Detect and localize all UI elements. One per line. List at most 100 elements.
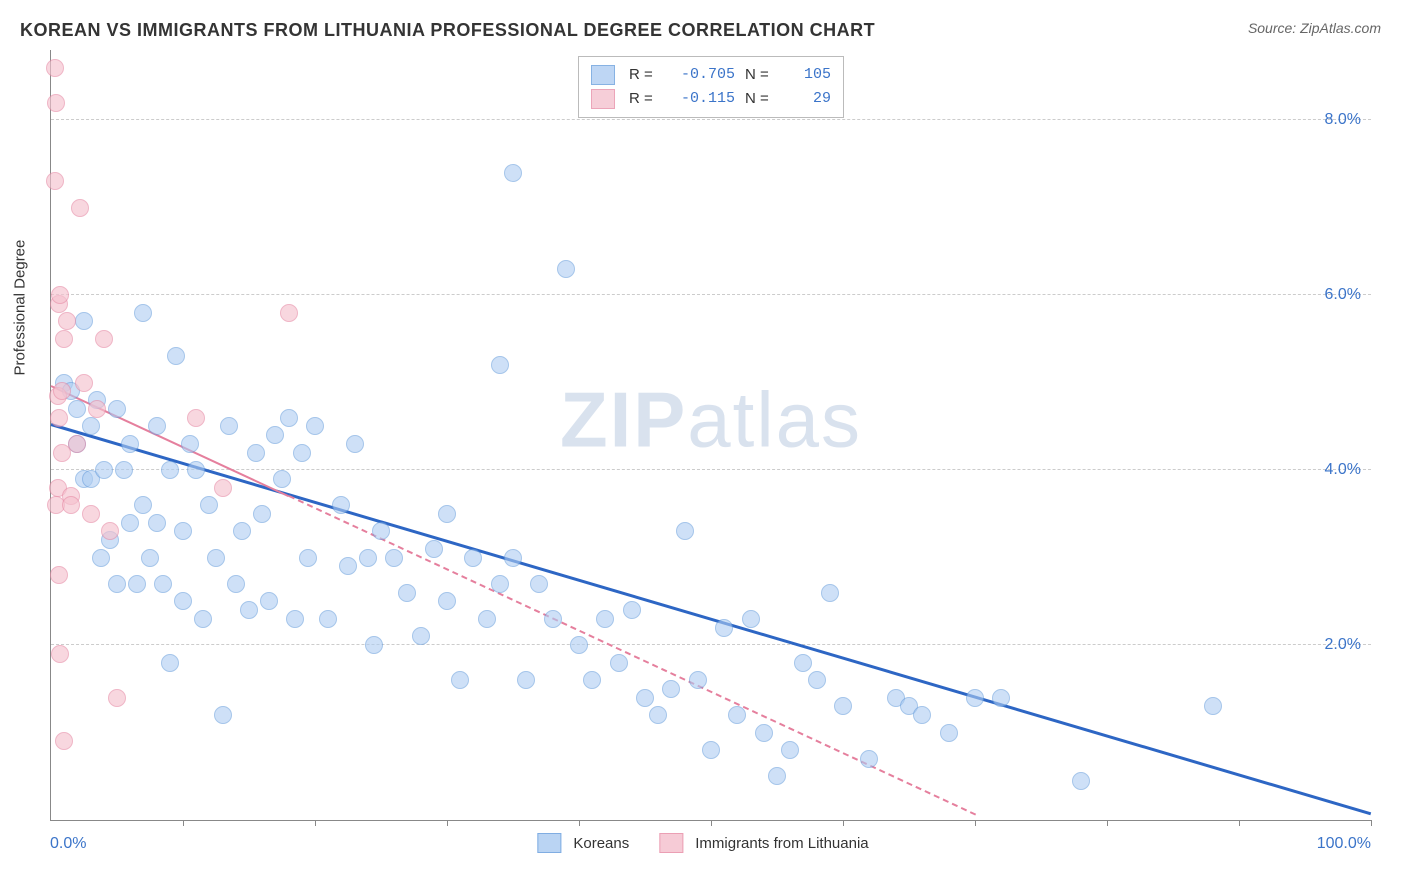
data-point [55,732,73,750]
x-tick [711,820,712,826]
data-point [438,592,456,610]
data-point [623,601,641,619]
n-label: N = [745,63,781,87]
legend-correlation-row: R =-0.115N =29 [591,87,831,111]
watermark-bold: ZIP [560,375,687,463]
gridline [51,469,1371,470]
data-point [253,505,271,523]
data-point [273,470,291,488]
data-point [68,435,86,453]
source-name: ZipAtlas.com [1300,20,1381,36]
legend-series-item: Koreans [537,833,629,853]
data-point [372,522,390,540]
legend-swatch [537,833,561,853]
data-point [247,444,265,462]
data-point [46,59,64,77]
data-point [365,636,383,654]
data-point [51,645,69,663]
data-point [557,260,575,278]
data-point [71,199,89,217]
data-point [834,697,852,715]
x-tick [1371,820,1372,826]
data-point [332,496,350,514]
data-point [82,505,100,523]
data-point [504,549,522,567]
data-point [260,592,278,610]
legend-series-label: Koreans [573,835,629,852]
data-point [134,304,152,322]
data-point [412,627,430,645]
data-point [51,286,69,304]
data-point [68,400,86,418]
x-tick [447,820,448,826]
data-point [860,750,878,768]
data-point [940,724,958,742]
n-label: N = [745,87,781,111]
gridline [51,294,1371,295]
x-tick [1239,820,1240,826]
data-point [280,304,298,322]
x-tick [975,820,976,826]
data-point [755,724,773,742]
data-point [154,575,172,593]
data-point [425,540,443,558]
data-point [966,689,984,707]
legend-swatch [591,89,615,109]
correlation-legend: R =-0.705N =105R =-0.115N =29 [578,56,844,118]
y-axis-label: Professional Degree [12,240,29,376]
data-point [50,566,68,584]
data-point [715,619,733,637]
data-point [794,654,812,672]
data-point [187,461,205,479]
y-tick-label: 8.0% [1325,111,1361,129]
data-point [504,164,522,182]
data-point [610,654,628,672]
data-point [544,610,562,628]
data-point [82,417,100,435]
data-point [50,409,68,427]
data-point [781,741,799,759]
data-point [121,435,139,453]
data-point [161,461,179,479]
data-point [181,435,199,453]
data-point [676,522,694,540]
chart-title: KOREAN VS IMMIGRANTS FROM LITHUANIA PROF… [20,20,875,41]
data-point [689,671,707,689]
data-point [821,584,839,602]
data-point [478,610,496,628]
legend-swatch [591,65,615,85]
chart-plot-area: ZIPatlas R =-0.705N =105R =-0.115N =29 2… [50,50,1371,821]
data-point [517,671,535,689]
gridline [51,644,1371,645]
data-point [214,479,232,497]
data-point [148,514,166,532]
data-point [702,741,720,759]
data-point [55,330,73,348]
data-point [141,549,159,567]
data-point [108,400,126,418]
data-point [280,409,298,427]
legend-series-label: Immigrants from Lithuania [695,835,868,852]
data-point [438,505,456,523]
data-point [75,374,93,392]
series-legend: Koreans Immigrants from Lithuania [537,833,868,853]
data-point [649,706,667,724]
n-value: 29 [791,87,831,111]
data-point [88,400,106,418]
data-point [227,575,245,593]
x-tick [315,820,316,826]
watermark-light: atlas [687,375,862,463]
data-point [75,312,93,330]
r-label: R = [629,63,665,87]
data-point [266,426,284,444]
data-point [808,671,826,689]
x-axis-min-label: 0.0% [50,835,86,853]
data-point [359,549,377,567]
data-point [491,575,509,593]
data-point [636,689,654,707]
r-value: -0.705 [675,63,735,87]
data-point [101,522,119,540]
data-point [240,601,258,619]
data-point [596,610,614,628]
data-point [128,575,146,593]
